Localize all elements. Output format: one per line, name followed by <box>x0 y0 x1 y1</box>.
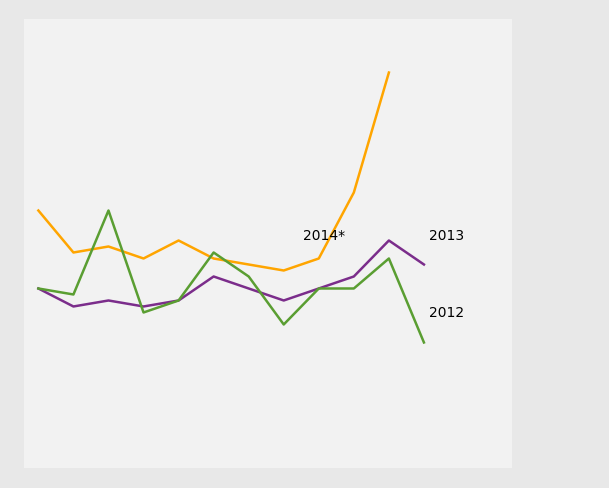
Text: 2014*: 2014* <box>303 228 345 242</box>
Text: 2012: 2012 <box>429 306 464 320</box>
Text: 2013: 2013 <box>429 228 464 242</box>
